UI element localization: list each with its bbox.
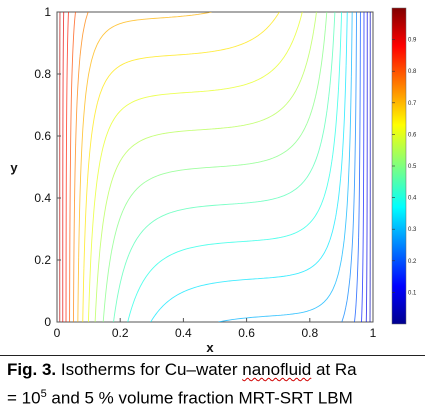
caption-text-2: at Ra — [311, 360, 357, 379]
colorbar-tick-label: 0.8 — [408, 69, 417, 75]
isotherm-line — [127, 12, 343, 322]
isotherm-line — [69, 12, 76, 322]
caption-text-1: Isotherms for Cu–water — [56, 360, 243, 379]
x-axis-label: x — [206, 340, 214, 355]
axis-ticks: 0 0.2 0.4 0.6 0.8 1 0 0.2 0.4 0.6 0.8 1 — [34, 5, 376, 340]
isotherm-line — [94, 12, 317, 322]
x-tick-label: 1 — [370, 326, 377, 340]
y-tick-label: 1 — [44, 5, 51, 19]
x-tick-label: 0 — [54, 326, 61, 340]
isotherm-line — [341, 12, 357, 322]
colorbar-tick-label: 0.1 — [408, 290, 417, 296]
isotherm-line — [361, 12, 365, 322]
colorbar-tick-label: 0.2 — [408, 259, 417, 265]
isotherm-line — [150, 12, 348, 322]
spellcheck-word: nanofluid — [242, 360, 312, 379]
y-axis-label: y — [10, 160, 18, 175]
y-tick-label: 0.4 — [34, 191, 51, 205]
isotherm-line — [365, 12, 368, 322]
y-tick-label: 0.8 — [34, 67, 51, 81]
caption-exponent: 5 — [40, 388, 47, 400]
colorbar-tick-label: 0.6 — [408, 132, 417, 138]
x-tick-label: 0.2 — [112, 326, 129, 340]
x-tick-label: 0.8 — [301, 326, 318, 340]
isotherm-line — [73, 12, 89, 322]
figure-label: Fig. 3. — [7, 360, 57, 379]
colorbar-tick-label: 0.4 — [408, 196, 417, 202]
isotherm-chart: 0 0.2 0.4 0.6 0.8 100.20.40.60.81 x y 0.10.20… — [10, 5, 417, 355]
x-tick-label: 0.4 — [175, 326, 192, 340]
isotherm-contours — [59, 12, 371, 322]
x-tick-label: 0.6 — [238, 326, 255, 340]
caption-separator — [0, 355, 425, 356]
caption-line2-prefix: = 10 — [7, 388, 41, 408]
isotherm-line — [82, 12, 280, 322]
y-tick-label: 0.2 — [34, 253, 51, 267]
isotherm-line — [218, 12, 353, 322]
isotherm-line — [87, 12, 303, 322]
isotherm-line — [113, 12, 336, 322]
colorbar-tick-label: 0.7 — [408, 101, 417, 107]
isotherm-line — [77, 12, 212, 322]
isotherm-line — [354, 12, 361, 322]
isotherm-line — [65, 12, 69, 322]
isotherm-line — [62, 12, 65, 322]
caption-line2-rest: and 5 % volume fraction MRT-SRT LBM — [46, 388, 353, 408]
colorbar-tick-label: 0.3 — [408, 227, 417, 233]
colorbar-ticks: 0.1 0.2 0.3 0.4 0.5 0.6 0.7 0.8 0.9 — [392, 38, 417, 296]
y-tick-label: 0 — [44, 315, 51, 329]
figure-caption: Fig. 3. Isotherms for Cu–water nanofluid… — [7, 358, 423, 411]
colorbar-tick-label: 0.5 — [408, 164, 417, 170]
y-tick-label: 0.6 — [34, 129, 51, 143]
colorbar-tick-label: 0.9 — [408, 38, 417, 44]
isotherm-line — [102, 12, 328, 322]
